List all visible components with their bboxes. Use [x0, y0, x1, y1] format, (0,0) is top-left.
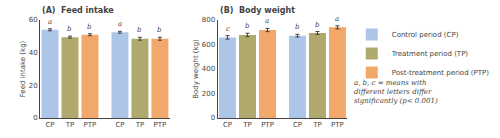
svg-text:20: 20 — [29, 82, 38, 90]
svg-text:0: 0 — [33, 114, 37, 122]
svg-text:b: b — [87, 23, 92, 31]
svg-text:Control period (CP): Control period (CP) — [392, 31, 459, 39]
svg-text:400: 400 — [202, 65, 215, 73]
svg-text:60: 60 — [29, 16, 38, 24]
svg-text:TP: TP — [65, 121, 75, 129]
svg-text:PTP: PTP — [154, 121, 167, 129]
svg-text:b: b — [245, 22, 250, 30]
svg-text:c: c — [226, 25, 230, 33]
svg-text:600: 600 — [202, 41, 215, 49]
svg-text:Treatment period (TP): Treatment period (TP) — [391, 50, 469, 58]
svg-text:b: b — [295, 23, 300, 31]
svg-text:(B) Body weight: (B) Body weight — [220, 6, 295, 15]
svg-text:PTP: PTP — [261, 121, 274, 129]
svg-text:40: 40 — [29, 49, 38, 57]
svg-text:800: 800 — [202, 16, 215, 24]
svg-text:b: b — [315, 21, 320, 29]
svg-text:(A) Feed intake: (A) Feed intake — [42, 6, 114, 15]
svg-text:CP: CP — [45, 121, 54, 129]
svg-text:TP: TP — [312, 121, 322, 129]
svg-text:TP: TP — [135, 121, 145, 129]
svg-text:Post-treatment period (PTP): Post-treatment period (PTP) — [392, 69, 489, 77]
svg-text:CP: CP — [115, 121, 124, 129]
svg-text:b: b — [137, 26, 142, 34]
svg-text:CP: CP — [293, 121, 302, 129]
svg-text:a: a — [48, 18, 52, 26]
svg-text:Body weight (kg): Body weight (kg) — [192, 39, 200, 99]
svg-text:PTP: PTP — [331, 121, 344, 129]
svg-text:a: a — [118, 20, 122, 28]
svg-text:b: b — [67, 25, 72, 33]
svg-text:0: 0 — [211, 114, 215, 122]
svg-text:a: a — [265, 17, 269, 25]
svg-text:CP: CP — [223, 121, 232, 129]
svg-text:b: b — [157, 26, 162, 34]
svg-text:Feed intake (kg): Feed intake (kg) — [19, 40, 27, 97]
svg-text:TP: TP — [242, 121, 252, 129]
svg-text:a: a — [335, 15, 339, 23]
svg-text:PTP: PTP — [84, 121, 97, 129]
svg-text:a, b, c = means withdifferent: a, b, c = means withdifferent letters di… — [354, 79, 438, 105]
svg-text:200: 200 — [202, 90, 215, 98]
